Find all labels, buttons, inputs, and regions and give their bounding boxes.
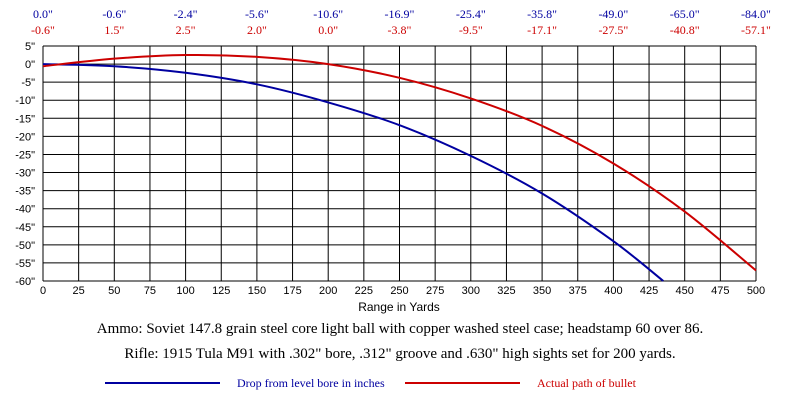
ammo-caption: Ammo: Soviet 147.8 grain steel core ligh…	[96, 321, 704, 337]
drop-value-label: -5.6"	[245, 7, 269, 21]
path-value-label: -40.8"	[670, 23, 700, 37]
drop-value-label: -0.6"	[102, 7, 126, 21]
y-tick-label: -60"	[15, 276, 35, 288]
x-tick-label: 225	[355, 285, 373, 297]
y-tick-label: -55"	[15, 258, 35, 270]
x-axis-tick-labels: 0 25 50 75 100 125 150 175 200 225 250 275 300 325 350…	[40, 285, 765, 297]
x-tick-label: 0	[40, 285, 46, 297]
drop-value-label: -35.8"	[527, 7, 557, 21]
path-value-label: -9.5"	[459, 23, 483, 37]
path-value-label: -27.5"	[598, 23, 628, 37]
x-tick-label: 25	[73, 285, 85, 297]
path-value-label: -3.8"	[388, 23, 412, 37]
x-tick-label: 375	[569, 285, 587, 297]
path-value-label: 0.0"	[318, 23, 338, 37]
x-tick-label: 350	[533, 285, 551, 297]
x-tick-label: 150	[248, 285, 266, 297]
y-tick-label: 0"	[25, 59, 35, 71]
drop-value-label: -2.4"	[174, 7, 198, 21]
series-lines	[42, 53, 757, 282]
x-axis-label: Range in Yards	[358, 300, 440, 314]
path-value-label: 1.5"	[104, 23, 124, 37]
rifle-caption: Rifle: 1915 Tula M91 with .302" bore, .3…	[124, 346, 676, 362]
path-value-label: -57.1"	[741, 23, 771, 37]
legend-label-path: Actual path of bullet	[537, 376, 637, 390]
x-tick-label: 475	[711, 285, 729, 297]
drop-value-label: -65.0"	[670, 7, 700, 21]
x-tick-label: 175	[283, 285, 301, 297]
y-tick-label: 5"	[25, 41, 35, 53]
x-tick-label: 400	[604, 285, 622, 297]
x-tick-label: 100	[176, 285, 194, 297]
y-tick-label: -45"	[15, 222, 35, 234]
x-tick-label: 200	[319, 285, 337, 297]
x-tick-label: 50	[108, 285, 120, 297]
drop-value-label: -49.0"	[598, 7, 628, 21]
x-tick-label: 300	[462, 285, 480, 297]
y-tick-label: -30"	[15, 168, 35, 180]
path-value-label: 2.0"	[247, 23, 267, 37]
y-tick-label: -15"	[15, 113, 35, 125]
drop-value-label: 0.0"	[33, 7, 53, 21]
x-tick-label: 425	[640, 285, 658, 297]
drop-value-label: -16.9"	[385, 7, 415, 21]
legend: Drop from level bore in inches Actual pa…	[105, 376, 637, 390]
y-tick-label: -25"	[15, 149, 35, 161]
legend-label-drop: Drop from level bore in inches	[237, 376, 385, 390]
y-tick-label: -20"	[15, 131, 35, 143]
path-value-label: 2.5"	[176, 23, 196, 37]
top-value-rows: 0.0" -0.6" -2.4" -5.6" -10.6" -16.9" -25.4" -35…	[31, 7, 771, 37]
x-tick-label: 325	[497, 285, 515, 297]
x-tick-label: 450	[676, 285, 694, 297]
x-tick-label: 250	[390, 285, 408, 297]
chart-grid	[42, 45, 757, 282]
drop-value-label: -84.0"	[741, 7, 771, 21]
x-tick-label: 275	[426, 285, 444, 297]
y-tick-label: -50"	[15, 240, 35, 252]
x-tick-label: 500	[747, 285, 765, 297]
x-tick-label: 125	[212, 285, 230, 297]
path-value-label: -17.1"	[527, 23, 557, 37]
drop-value-label: -25.4"	[456, 7, 486, 21]
y-tick-label: -35"	[15, 186, 35, 198]
drop-value-label: -10.6"	[313, 7, 343, 21]
x-tick-label: 75	[144, 285, 156, 297]
y-tick-label: -10"	[15, 95, 35, 107]
y-tick-label: -5"	[21, 77, 35, 89]
y-tick-label: -40"	[15, 204, 35, 216]
path-value-label: -0.6"	[31, 23, 55, 37]
series-line-path	[42, 53, 757, 272]
y-axis-tick-labels: 5" 0" -5" -10" -15" -20" -25" -30" -35" -40" -45" -…	[15, 41, 35, 288]
series-line-drop	[42, 63, 664, 282]
